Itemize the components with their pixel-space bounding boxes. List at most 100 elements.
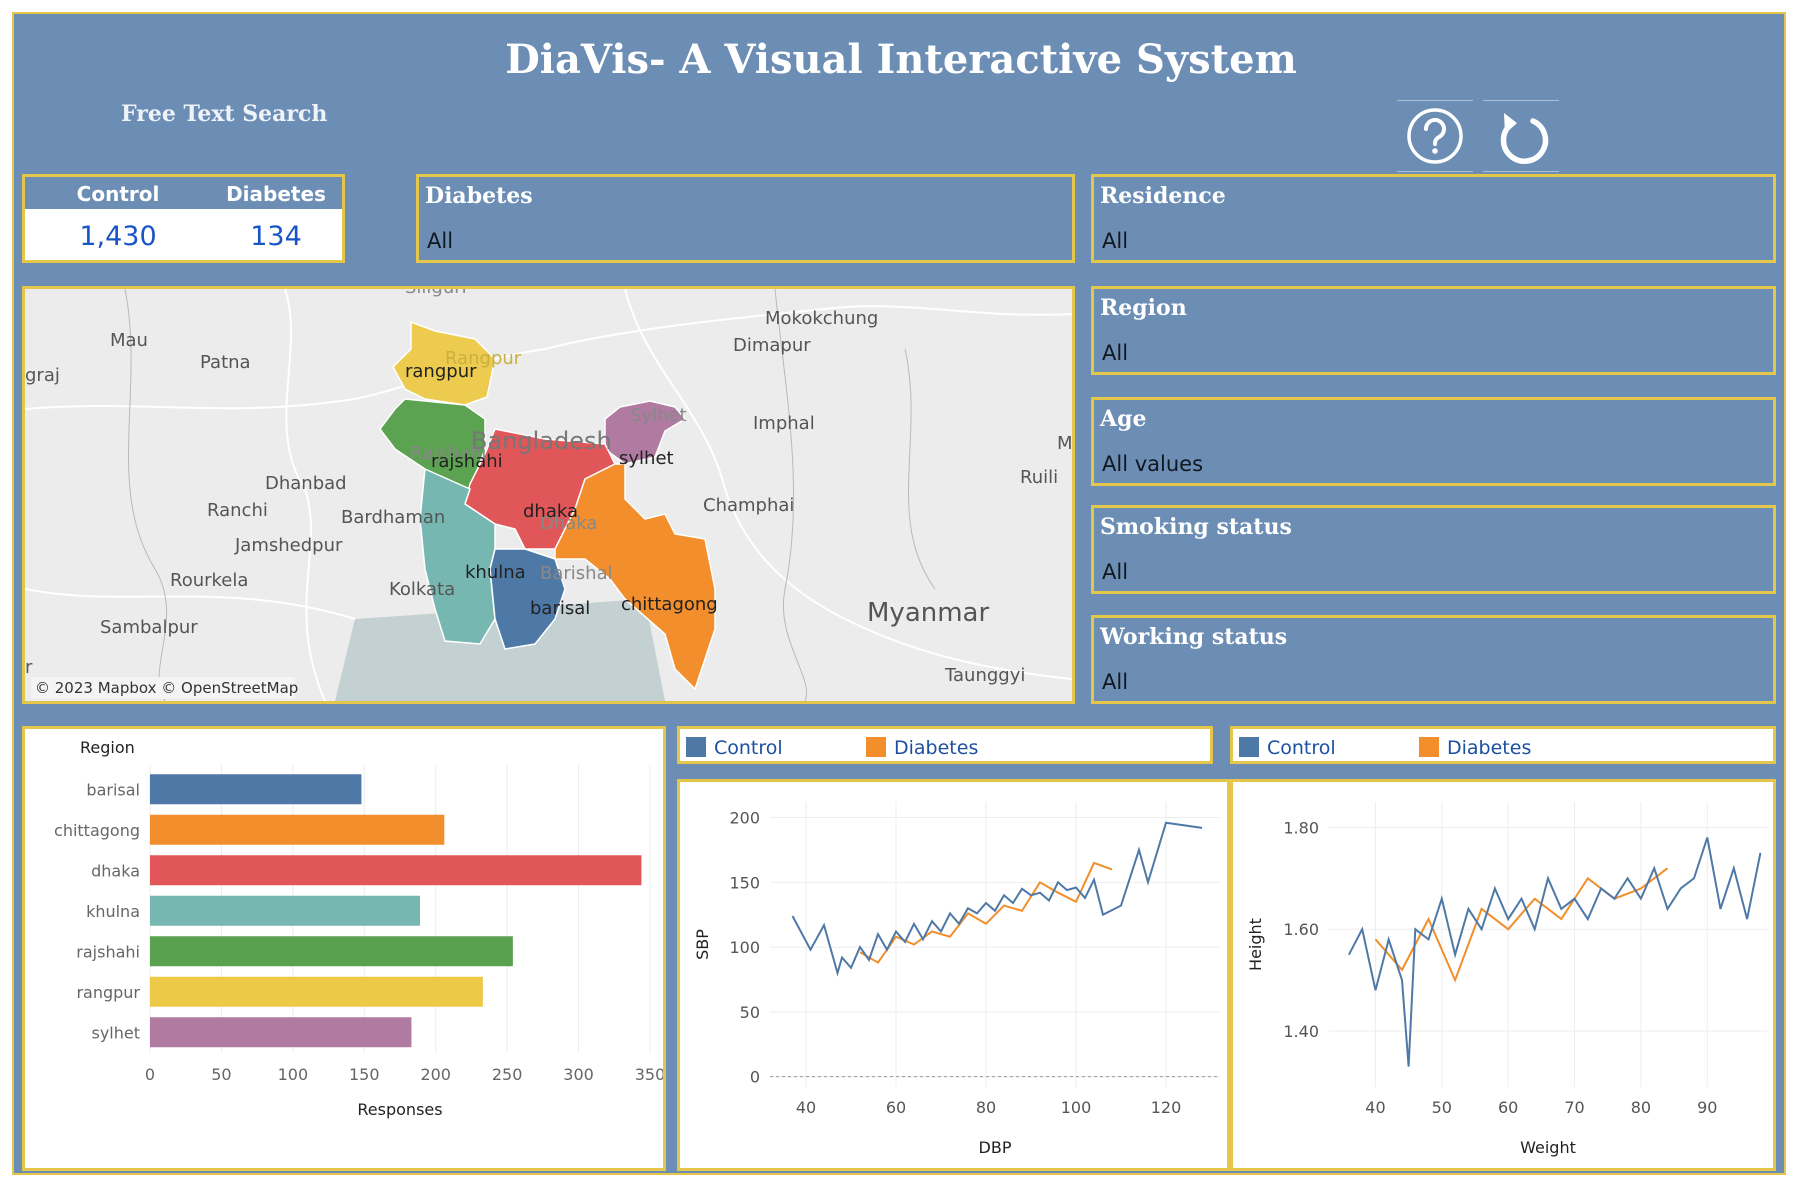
country-borders: [25, 289, 1072, 701]
bar-x-tick-label: 0: [145, 1065, 155, 1084]
working-filter-value[interactable]: All: [1102, 670, 1129, 694]
region-bar-chart[interactable]: Region 0 50 100 150 200 250 300 350 barisal chitta…: [25, 729, 665, 1168]
bar-dhaka[interactable]: [150, 855, 642, 886]
reset-button[interactable]: [1483, 100, 1559, 172]
map-canvas[interactable]: Mau Patna graj Dhanbad Ranchi Bardhaman …: [25, 289, 1072, 701]
diabetes-count-value: 134: [250, 221, 302, 252]
city-label: r: [25, 657, 33, 678]
bar-x-tick-label: 350: [635, 1065, 663, 1084]
map-city-labels: Mau Patna graj Dhanbad Ranchi Bardhaman …: [25, 289, 1072, 686]
height-weight-chart-panel: 1.40 1.60 1.80 40 50 60 70 80 90 Weight Height: [1230, 779, 1776, 1171]
bar-x-tick-label: 100: [278, 1065, 309, 1084]
city-label: Sambalpur: [100, 617, 198, 638]
y-axis-label: Height: [1246, 918, 1265, 971]
smoking-filter-title: Smoking status: [1100, 514, 1292, 540]
revert-arrow-icon: [1500, 113, 1549, 164]
bar-khulna[interactable]: [150, 895, 420, 926]
height-legend: Control Diabetes: [1230, 726, 1776, 764]
map-region-label: sylhet: [619, 448, 674, 469]
age-filter-value[interactable]: All values: [1102, 452, 1204, 476]
map-region-label: rajshahi: [431, 451, 503, 472]
bar-x-tick-label: 50: [211, 1065, 231, 1084]
diabetes-filter[interactable]: Diabetes All: [416, 174, 1075, 263]
map-attribution-bg: [31, 677, 295, 699]
country-label: Myanmar: [867, 598, 989, 628]
x-tick-label: 40: [796, 1098, 816, 1117]
y-tick-label: 150: [729, 873, 760, 892]
city-label: M: [1057, 433, 1072, 454]
working-filter[interactable]: Working status All: [1091, 615, 1776, 704]
bay-of-bengal: [335, 599, 665, 701]
age-filter[interactable]: Age All values: [1091, 397, 1776, 486]
bar-chittagong[interactable]: [150, 814, 445, 845]
bar-rangpur[interactable]: [150, 976, 483, 1007]
y-axis-label: SBP: [693, 929, 712, 960]
map-region-label: chittagong: [621, 594, 718, 615]
city-label: Jamshedpur: [234, 535, 343, 556]
region-bar-chart-panel: Region 0 50 100 150 200 250 300 350 barisal chitta…: [22, 726, 666, 1171]
region-shapes[interactable]: [379, 320, 716, 691]
free-text-search[interactable]: Free Text Search: [121, 101, 328, 127]
bar-category-label: dhaka: [91, 861, 140, 880]
x-tick-label: 50: [1432, 1098, 1452, 1117]
x-tick-label: 70: [1564, 1098, 1584, 1117]
bar-x-tick-label: 300: [563, 1065, 594, 1084]
region-dhaka[interactable]: [464, 428, 617, 550]
bar-x-axis-label: Responses: [357, 1100, 442, 1119]
x-tick-label: 80: [1631, 1098, 1651, 1117]
dashboard-frame: DiaVis- A Visual Interactive System Free…: [12, 12, 1786, 1175]
region-chittagong[interactable]: [554, 463, 716, 691]
residence-filter[interactable]: Residence All: [1091, 174, 1776, 263]
minor-borders: [124, 289, 936, 701]
bar-rajshahi[interactable]: [150, 936, 513, 967]
series-line-diabetes[interactable]: [1374, 867, 1669, 983]
legend-diabetes[interactable]: Diabetes: [1447, 737, 1532, 759]
smoking-filter-value[interactable]: All: [1102, 560, 1129, 584]
city-label: Champhai: [703, 495, 794, 516]
bar-barisal[interactable]: [150, 774, 362, 805]
smoking-filter[interactable]: Smoking status All: [1091, 505, 1776, 594]
bar-category-label: rajshahi: [76, 942, 140, 961]
legend-control[interactable]: Control: [714, 737, 783, 759]
legend-diabetes[interactable]: Diabetes: [894, 737, 979, 759]
map-region-labels: rangpur rajshahi sylhet dhaka khulna bar…: [405, 361, 718, 619]
city-label: Rangpur: [445, 348, 522, 369]
legend-swatch-diabetes: [1419, 737, 1439, 757]
x-tick-label: 100: [1061, 1098, 1092, 1117]
y-tick-label: 1.80: [1283, 818, 1319, 837]
series-line-control[interactable]: [1348, 837, 1762, 1067]
series-line-control[interactable]: [791, 821, 1203, 977]
region-map[interactable]: Mau Patna graj Dhanbad Ranchi Bardhaman …: [22, 286, 1075, 704]
sbp-dbp-chart-panel: 0 50 100 150 200 40 60 80 100 120 DBP SBP: [677, 779, 1230, 1171]
map-region-label: khulna: [465, 562, 526, 583]
x-tick-label: 120: [1151, 1098, 1182, 1117]
sbp-legend: Control Diabetes: [677, 726, 1213, 764]
y-tick-label: 0: [750, 1068, 760, 1087]
help-button[interactable]: [1397, 100, 1473, 172]
city-label: Sylhet: [630, 405, 687, 426]
diabetes-filter-value[interactable]: All: [427, 229, 454, 253]
y-tick-label: 50: [740, 1003, 760, 1022]
legend-control[interactable]: Control: [1267, 737, 1336, 759]
control-count-label: Control: [76, 182, 160, 206]
city-label: Barishal: [540, 563, 613, 584]
region-sylhet[interactable]: [604, 400, 687, 465]
legend-swatch-control: [1239, 737, 1259, 757]
region-filter-value[interactable]: All: [1102, 341, 1129, 365]
country-label: Bangladesh: [471, 427, 612, 455]
bar-category-header: Region: [80, 738, 135, 757]
legend-swatch-control: [686, 737, 706, 757]
region-filter[interactable]: Region All: [1091, 286, 1776, 375]
diabetes-filter-title: Diabetes: [425, 183, 533, 209]
age-filter-title: Age: [1100, 406, 1147, 432]
sbp-dbp-chart[interactable]: 0 50 100 150 200 40 60 80 100 120 DBP SBP: [680, 782, 1227, 1168]
height-weight-chart[interactable]: 1.40 1.60 1.80 40 50 60 70 80 90 Weight Height: [1233, 782, 1773, 1168]
city-label: Patna: [200, 352, 251, 373]
residence-filter-value[interactable]: All: [1102, 229, 1129, 253]
bar-x-tick-label: 150: [349, 1065, 380, 1084]
city-label: Siliguri: [405, 289, 467, 298]
x-tick-label: 90: [1697, 1098, 1717, 1117]
x-tick-label: 80: [976, 1098, 996, 1117]
bar-sylhet[interactable]: [150, 1017, 412, 1048]
region-barisal[interactable]: [489, 548, 566, 650]
